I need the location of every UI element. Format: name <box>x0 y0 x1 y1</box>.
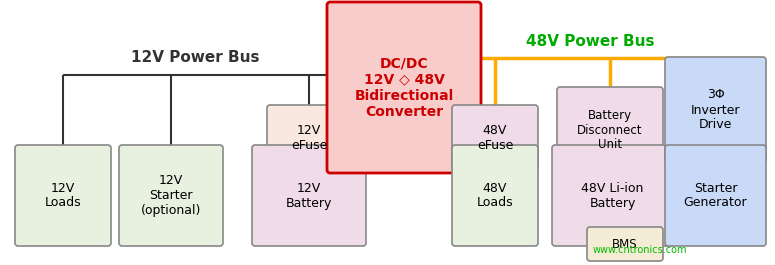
FancyBboxPatch shape <box>665 57 766 163</box>
Text: DC/DC
12V ◇ 48V
Bidirectional
Converter: DC/DC 12V ◇ 48V Bidirectional Converter <box>354 56 453 119</box>
Text: 12V Power Bus: 12V Power Bus <box>131 51 260 65</box>
FancyBboxPatch shape <box>452 105 538 171</box>
FancyBboxPatch shape <box>552 145 673 246</box>
Text: 12V
Starter
(optional): 12V Starter (optional) <box>141 174 202 217</box>
FancyBboxPatch shape <box>557 87 663 173</box>
Text: www.cntronics.com: www.cntronics.com <box>593 245 687 255</box>
Text: 12V
eFuse: 12V eFuse <box>291 124 327 152</box>
Text: Starter
Generator: Starter Generator <box>684 182 747 210</box>
Text: 48V Li-ion
Battery: 48V Li-ion Battery <box>581 182 644 210</box>
FancyBboxPatch shape <box>452 145 538 246</box>
FancyBboxPatch shape <box>267 105 351 171</box>
Text: 12V
Loads: 12V Loads <box>45 182 81 210</box>
Text: 3Φ
Inverter
Drive: 3Φ Inverter Drive <box>691 89 740 131</box>
FancyBboxPatch shape <box>327 2 481 173</box>
FancyBboxPatch shape <box>15 145 111 246</box>
Text: 48V
eFuse: 48V eFuse <box>477 124 513 152</box>
Text: 12V
Battery: 12V Battery <box>286 182 332 210</box>
FancyBboxPatch shape <box>252 145 366 246</box>
FancyBboxPatch shape <box>665 145 766 246</box>
Text: 48V
Loads: 48V Loads <box>477 182 513 210</box>
Text: 48V Power Bus: 48V Power Bus <box>525 34 654 50</box>
Text: BMS: BMS <box>612 237 638 250</box>
Text: Battery
Disconnect
Unit: Battery Disconnect Unit <box>577 108 642 152</box>
FancyBboxPatch shape <box>119 145 223 246</box>
FancyBboxPatch shape <box>587 227 663 261</box>
